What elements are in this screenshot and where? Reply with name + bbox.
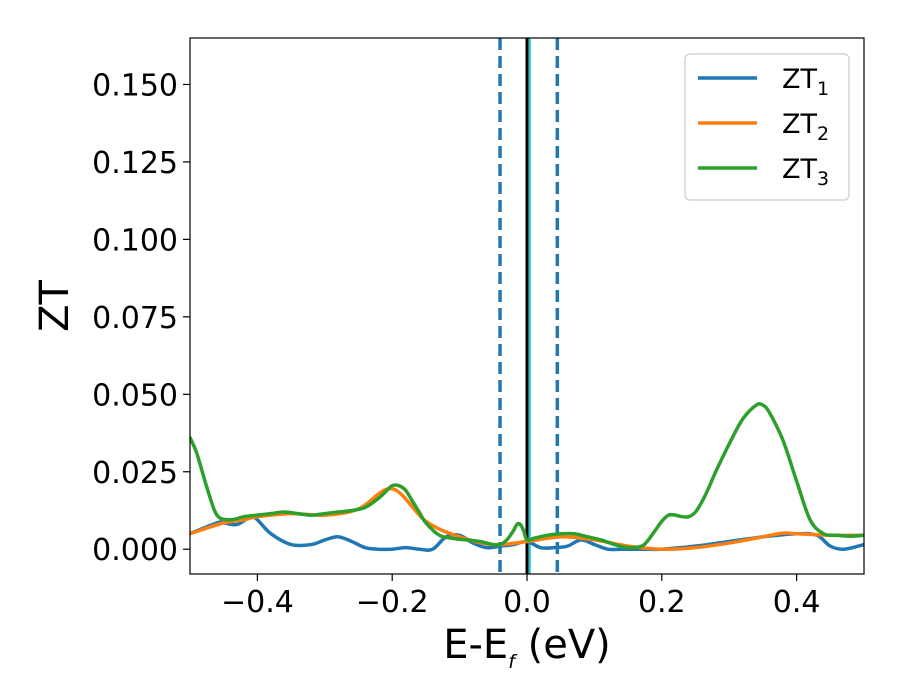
y-tick-label: 0.050 [92,378,178,413]
y-tick-label: 0.125 [92,146,178,181]
x-tick-label: 0.4 [773,585,821,620]
y-axis: 0.000 0.025 0.050 0.075 0.100 0.125 0.150 [92,68,190,568]
x-tick-label: −0.4 [221,585,294,620]
legend-label-zt2: ZT2 [782,109,829,145]
series-layer [190,402,864,552]
y-tick-label: 0.100 [92,223,178,258]
x-tick-label: 0.0 [503,585,551,620]
x-axis-label: E-Ef (eV) [443,622,611,673]
legend-label-zt1: ZT1 [782,64,829,100]
y-tick-label: 0.000 [92,533,178,568]
legend-label-zt3: ZT3 [782,154,829,190]
legend-box [684,53,850,201]
reference-lines [498,38,560,574]
y-tick-label: 0.150 [92,68,178,103]
series-line-zt3 [190,402,864,550]
x-tick-label: −0.2 [356,585,429,620]
y-tick-label: 0.025 [92,456,178,491]
x-tick-label: 0.2 [638,585,686,620]
legend: ZT1 ZT2 ZT3 [684,53,850,201]
y-tick-label: 0.075 [92,301,178,336]
x-axis: −0.4 −0.2 0.0 0.2 0.4 [221,574,820,620]
y-axis-label: ZT [32,280,78,332]
